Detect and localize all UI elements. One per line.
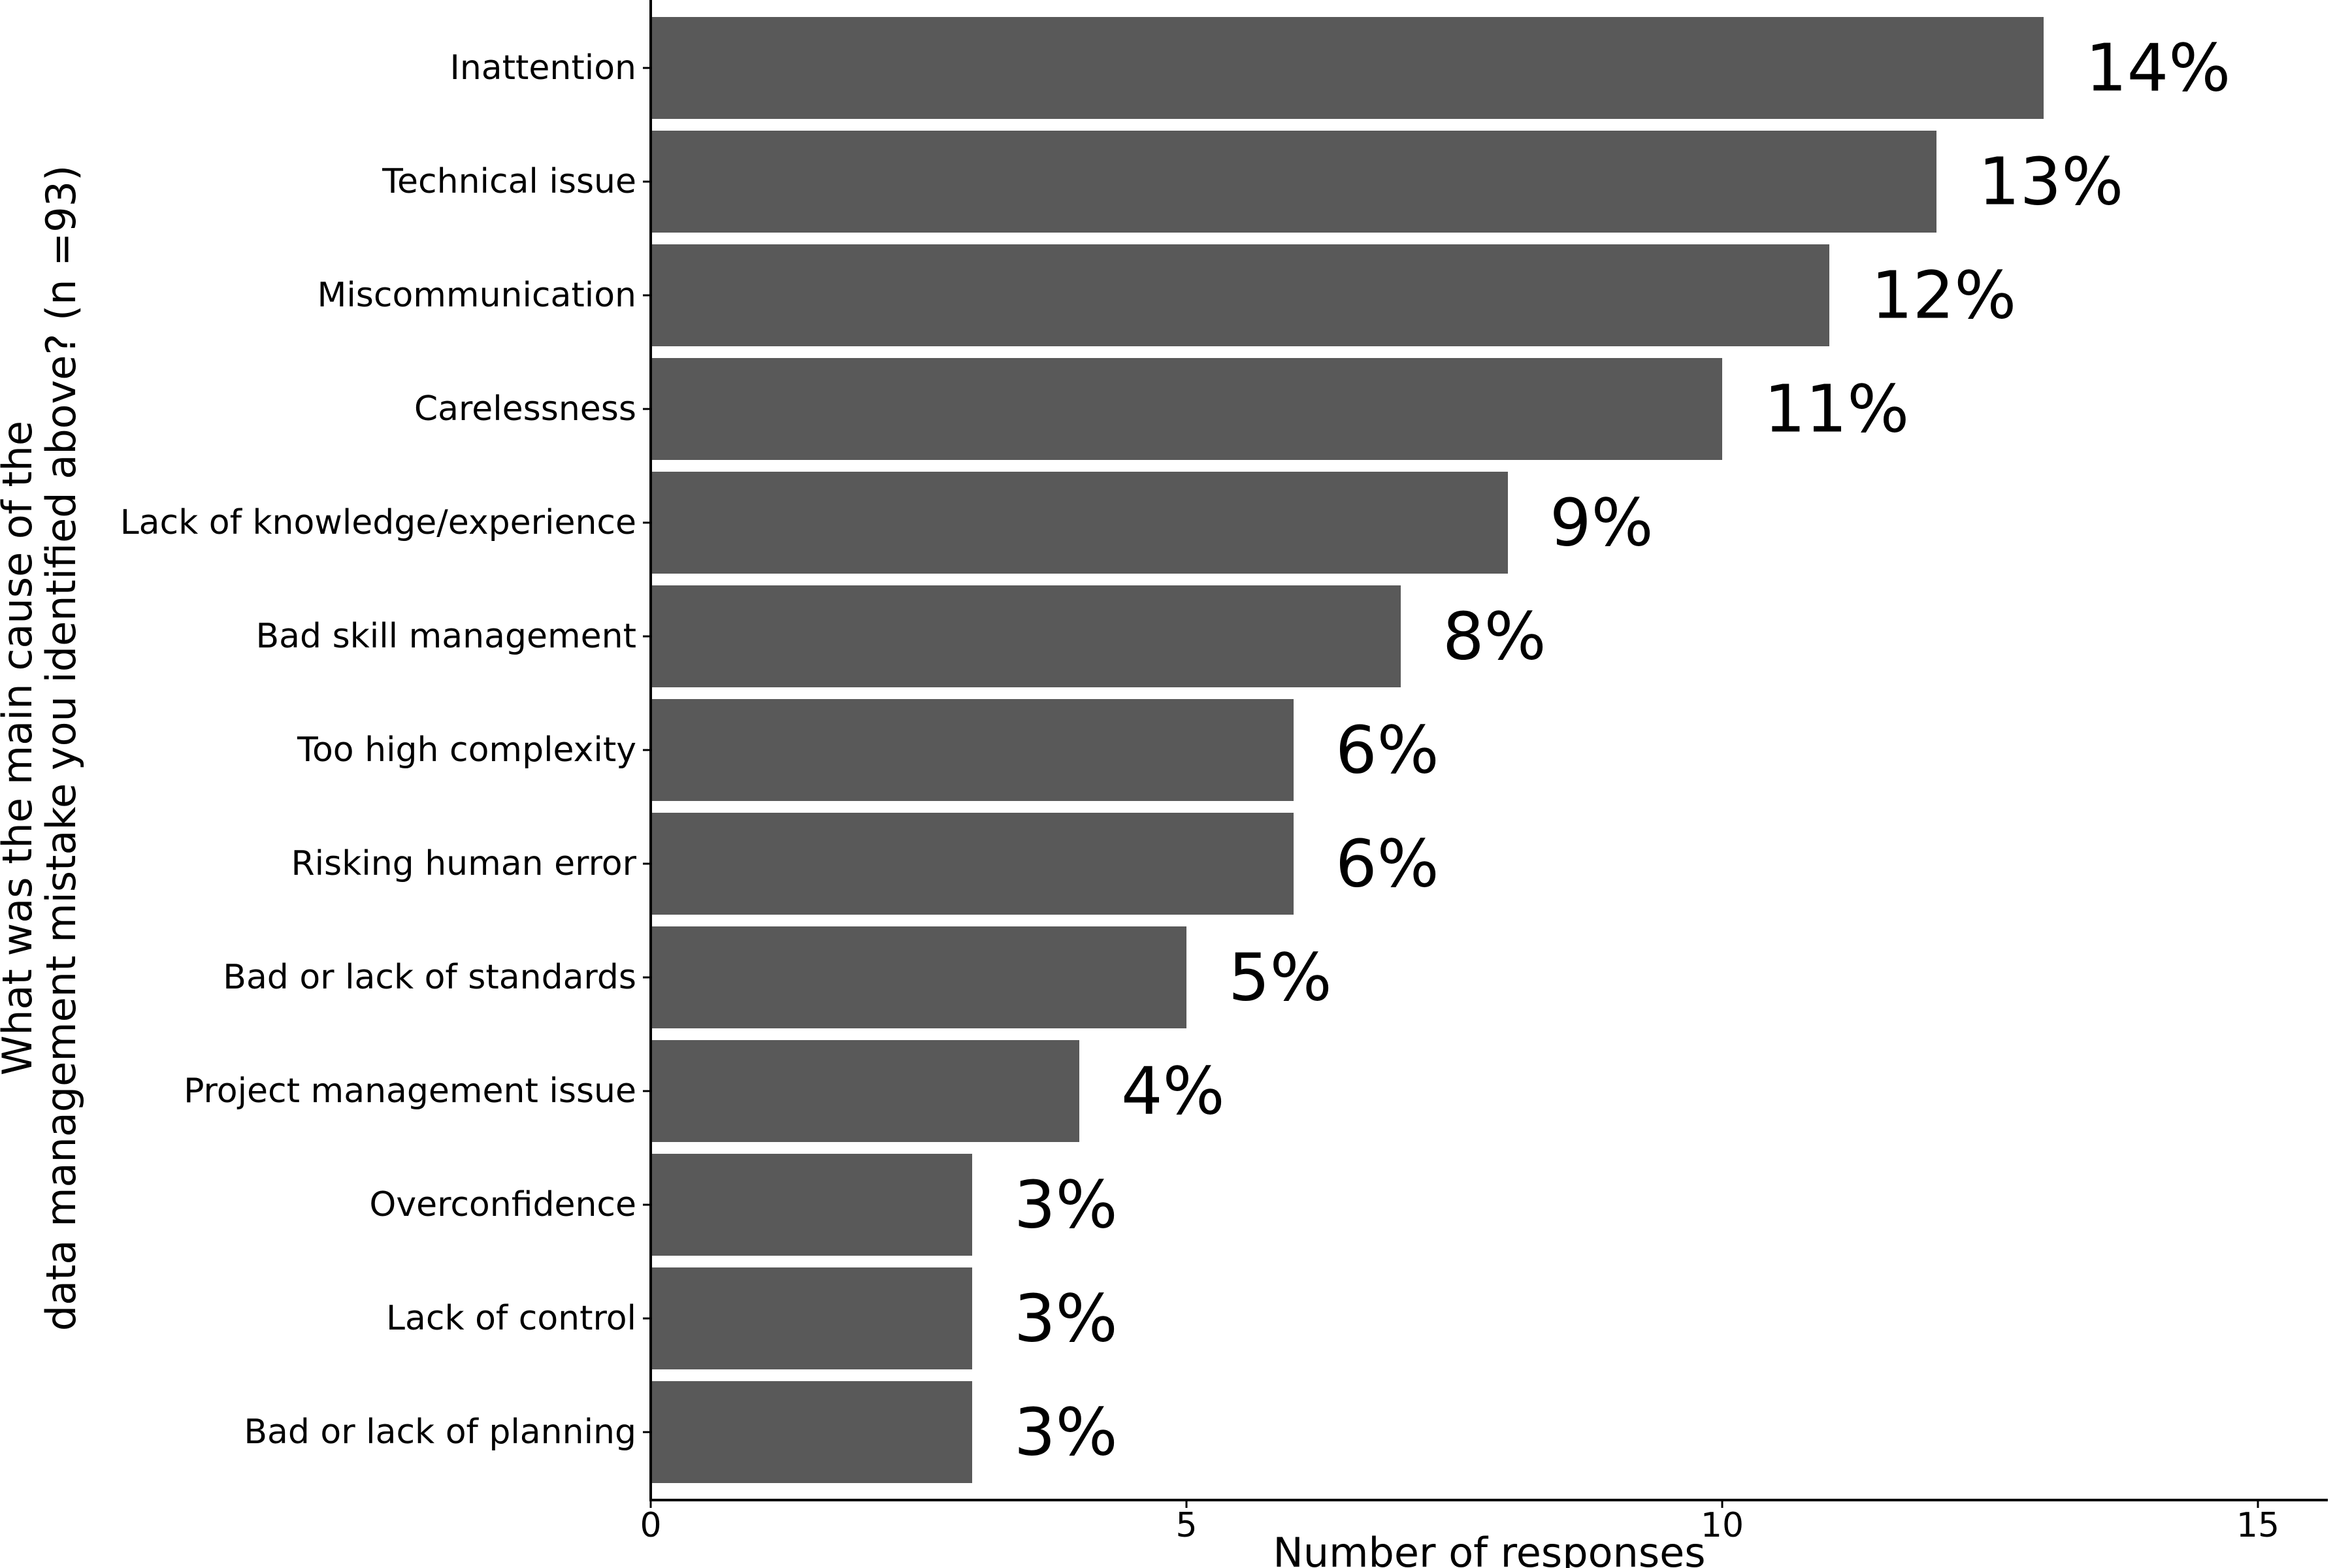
data-label: 12% xyxy=(1871,257,2016,334)
category-labels-group: Inattention Technical issue Miscommunicati… xyxy=(120,48,637,1452)
category-label: Carelessness xyxy=(414,389,636,429)
data-label: 11% xyxy=(1764,371,1909,448)
data-label: 5% xyxy=(1228,939,1332,1016)
bar xyxy=(651,244,1829,346)
data-label: 3% xyxy=(1014,1394,1118,1471)
data-label: 9% xyxy=(1550,485,1654,561)
bar xyxy=(651,358,1722,460)
y-axis xyxy=(643,0,652,1501)
category-label: Technical issue xyxy=(382,162,636,201)
bar xyxy=(651,1154,972,1256)
bar xyxy=(651,1267,972,1369)
category-label: Inattention xyxy=(450,48,637,88)
bar xyxy=(651,585,1401,687)
y-axis-title: What was the main cause of the data mana… xyxy=(0,165,85,1331)
category-label: Too high complexity xyxy=(297,730,636,770)
category-label: Risking human error xyxy=(291,844,636,883)
data-label: 6% xyxy=(1335,826,1439,902)
bars-group xyxy=(651,17,2044,1483)
y-axis-title-line-2: data management mistake you identified a… xyxy=(37,165,85,1331)
bar xyxy=(651,472,1508,574)
data-labels-group: 14%13%12%11%9%8%6%6%5%4%3%3%3% xyxy=(1014,30,2230,1471)
category-label: Lack of control xyxy=(386,1299,636,1338)
category-label: Project management issue xyxy=(184,1071,636,1111)
bar xyxy=(651,17,2044,119)
x-tick-label: 10 xyxy=(1701,1506,1744,1545)
bar xyxy=(651,1381,972,1483)
x-axis: 0 5 10 15 xyxy=(640,1499,2328,1545)
data-label: 6% xyxy=(1335,712,1439,789)
category-label: Bad or lack of standards xyxy=(223,958,636,997)
x-tick-label: 0 xyxy=(640,1506,661,1545)
data-label: 8% xyxy=(1443,598,1546,675)
data-label: 14% xyxy=(2085,30,2230,106)
y-axis-title-line-1: What was the main cause of the xyxy=(0,421,41,1075)
x-tick-label: 15 xyxy=(2236,1506,2279,1545)
x-axis-title: Number of responses xyxy=(1273,1529,1705,1568)
bar xyxy=(651,131,1936,233)
category-label: Miscommunication xyxy=(317,276,636,315)
bar xyxy=(651,699,1294,801)
data-label: 13% xyxy=(1978,144,2123,220)
bar xyxy=(651,1040,1079,1142)
category-label: Bad skill management xyxy=(256,617,637,656)
data-label: 3% xyxy=(1014,1167,1118,1243)
category-label: Bad or lack of planning xyxy=(244,1413,636,1452)
data-label: 3% xyxy=(1014,1281,1118,1357)
data-label: 4% xyxy=(1121,1053,1225,1130)
category-label: Lack of knowledge/experience xyxy=(120,503,636,542)
bar xyxy=(651,926,1186,1028)
category-label: Overconfidence xyxy=(369,1185,636,1224)
bar xyxy=(651,813,1294,915)
x-tick-label: 5 xyxy=(1175,1506,1197,1545)
